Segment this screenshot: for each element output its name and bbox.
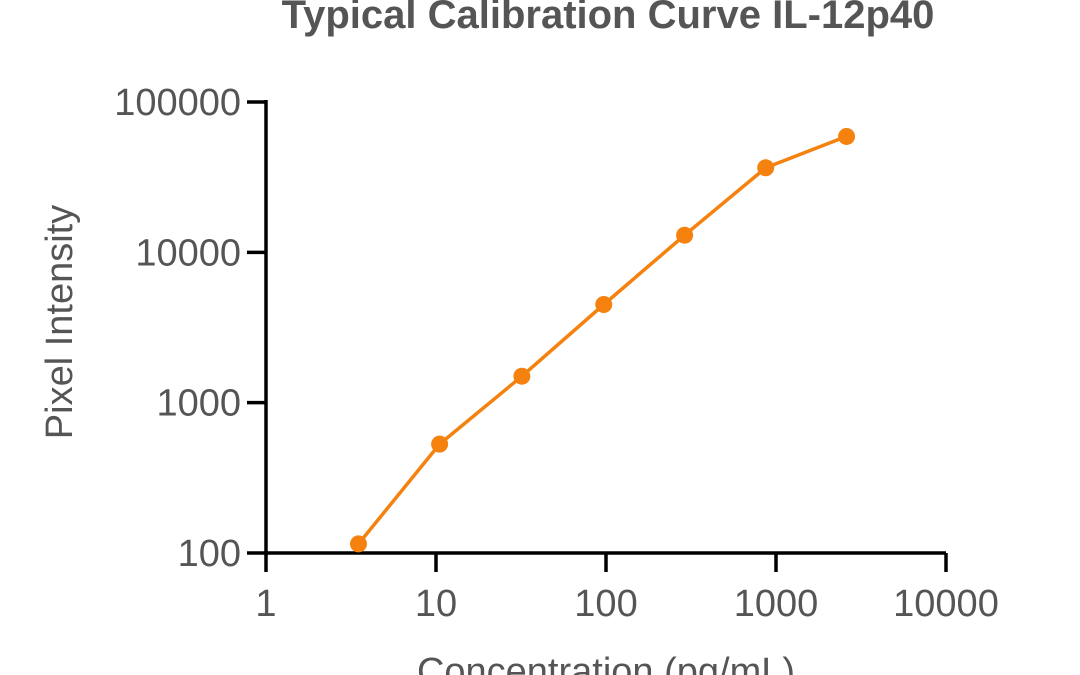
data-point [431,435,449,453]
chart-title: Typical Calibration Curve IL-12p40 [282,0,935,37]
x-tick-label: 1 [255,583,276,625]
data-point [513,367,531,385]
x-tick-label: 10000 [893,583,999,625]
data-point [349,535,367,553]
series-layer [349,127,856,553]
data-point [757,159,775,177]
data-point [838,127,856,145]
data-point [595,295,613,313]
y-ticks: 100 1000 10000 100000 [114,82,266,575]
y-tick-label: 100000 [114,82,241,124]
y-tick-label: 10000 [135,232,241,274]
x-ticks: 1 10 100 1000 10000 [255,553,999,625]
y-tick-label: 100 [178,533,241,575]
x-tick-label: 10 [415,583,457,625]
y-axis-title: Pixel Intensity [39,205,81,439]
x-tick-label: 1000 [734,583,819,625]
data-point [676,226,694,244]
y-tick-label: 1000 [156,383,241,425]
series-line [357,134,848,546]
x-axis-title: Concentration (pg/mL) [417,651,795,675]
x-tick-label: 100 [574,583,637,625]
